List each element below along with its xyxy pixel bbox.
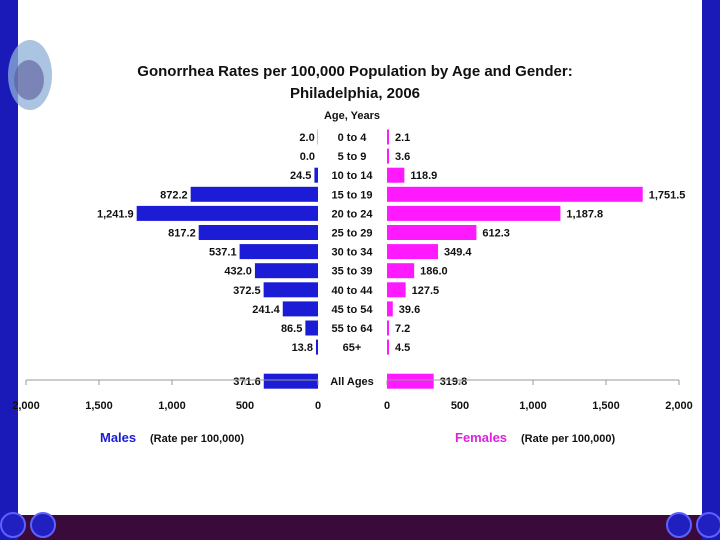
age-label: 30 to 34 [332,247,374,259]
female-bar [387,263,415,279]
age-label: 25 to 29 [332,228,373,240]
male-value-label: 372.5 [233,285,261,297]
male-bar [263,282,318,298]
female-bar [387,148,389,164]
female-value-label: 2.1 [395,132,410,144]
male-value-label: 371.6 [233,376,261,388]
female-value-label: 4.5 [395,342,410,354]
female-value-label: 319.8 [440,376,468,388]
axes-group: 0 0 500 500 1,000 1,000 1,500 1,500 2,000 2,000 [12,379,693,412]
male-value-label: 86.5 [281,323,302,335]
left-frame-bar [0,0,18,540]
female-tick-label: 500 [451,400,469,412]
age-label: All Ages [330,376,374,388]
age-label: 5 to 9 [338,151,367,163]
age-label: 40 to 44 [332,285,374,297]
female-value-label: 612.3 [482,228,510,240]
male-bar [190,186,318,202]
male-bar [315,339,318,355]
age-label: 35 to 39 [332,266,373,278]
female-tick-label: 0 [384,400,390,412]
age-label: 45 to 54 [332,304,374,316]
male-value-label: 13.8 [292,342,313,354]
male-value-label: 537.1 [209,247,237,259]
male-bar [314,167,318,183]
chart-title-line1: Gonorrhea Rates per 100,000 Population b… [137,63,572,80]
male-value-label: 241.4 [252,304,280,316]
female-value-label: 39.6 [399,304,420,316]
male-value-label: 0.0 [300,151,315,163]
female-bar [387,320,389,336]
decorative-dot-left-2 [30,512,56,538]
female-tick-label: 1,000 [519,400,547,412]
age-label: 65+ [343,342,362,354]
male-tick-label: 500 [236,400,254,412]
age-label: 20 to 24 [332,208,374,220]
female-bar [387,167,405,183]
male-bar [305,320,318,336]
male-value-label: 872.2 [160,189,188,201]
category-header: Age, Years [324,110,380,122]
male-tick-label: 1,500 [85,400,113,412]
male-bar [239,244,318,260]
age-label: 0 to 4 [338,132,368,144]
age-label: 55 to 64 [332,323,374,335]
female-value-label: 118.9 [410,170,437,182]
male-bar [254,263,318,279]
male-value-label: 432.0 [224,266,252,278]
female-bar [387,339,389,355]
decorative-dot-left [0,512,26,538]
female-bar [387,186,643,202]
bottom-band [0,515,720,540]
female-value-label: 349.4 [444,247,472,259]
chart-title-line2: Philadelphia, 2006 [290,85,420,102]
female-value-label: 186.0 [420,266,448,278]
male-tick-label: 2,000 [12,400,40,412]
male-value-label: 817.2 [168,228,196,240]
bars-group: 0 to 4 2.0 2.1 5 to 9 0.0 3.6 10 to 14 24.5 118.… [97,129,686,389]
female-value-label: 127.5 [412,285,440,297]
male-bar [282,301,318,317]
female-value-label: 3.6 [395,151,410,163]
female-bar [387,205,561,221]
female-value-label: 7.2 [395,323,410,335]
legend-males: Males [100,430,136,445]
male-value-label: 1,241.9 [97,208,134,220]
age-label: 15 to 19 [332,189,373,201]
female-value-label: 1,187.8 [566,208,603,220]
female-bar [387,282,406,298]
female-bar [387,373,434,389]
decorative-dot-right-2 [696,512,720,538]
female-bar [387,129,389,145]
female-tick-label: 2,000 [665,400,693,412]
legend-females: Females [455,430,507,445]
female-tick-label: 1,500 [592,400,620,412]
legend-males-note: (Rate per 100,000) [150,433,244,445]
female-value-label: 1,751.5 [649,189,686,201]
decorative-dot-right [666,512,692,538]
male-bar [198,225,318,240]
decorative-circle-inner [14,60,44,100]
male-value-label: 2.0 [299,132,314,144]
male-value-label: 24.5 [290,170,311,182]
male-bar [136,205,318,221]
age-label: 10 to 14 [332,170,374,182]
female-bar [387,244,439,260]
legend-females-note: (Rate per 100,000) [521,433,615,445]
female-bar [387,225,477,240]
slide [18,0,702,515]
female-bar [387,301,393,317]
right-frame-bar [702,0,720,540]
male-tick-label: 1,000 [158,400,186,412]
male-bar [263,373,318,389]
male-tick-label: 0 [315,400,321,412]
